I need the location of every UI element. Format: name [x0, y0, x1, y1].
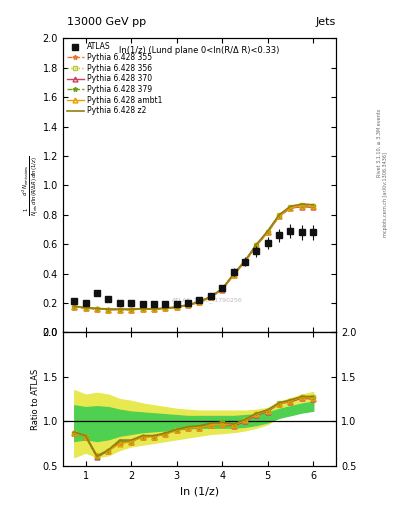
X-axis label: ln (1/z): ln (1/z) — [180, 486, 219, 496]
Legend: ATLAS, Pythia 6.428 355, Pythia 6.428 356, Pythia 6.428 370, Pythia 6.428 379, P: ATLAS, Pythia 6.428 355, Pythia 6.428 35… — [65, 40, 163, 117]
Y-axis label: $\frac{1}{N_{\mathrm{jets}}}\frac{d^2 N_{\mathrm{emissions}}}{d\ln(R/\Delta R)\,: $\frac{1}{N_{\mathrm{jets}}}\frac{d^2 N_… — [21, 155, 41, 216]
Text: Rivet 3.1.10, ≥ 3.3M events: Rivet 3.1.10, ≥ 3.3M events — [377, 109, 382, 178]
Text: ln(1/z) (Lund plane 0<ln(R/Δ R)<0.33): ln(1/z) (Lund plane 0<ln(R/Δ R)<0.33) — [119, 46, 280, 55]
Text: 13000 GeV pp: 13000 GeV pp — [67, 16, 146, 27]
Text: ATLAS_2020_I1790256: ATLAS_2020_I1790256 — [172, 297, 243, 303]
Text: mcplots.cern.ch [arXiv:1306.3436]: mcplots.cern.ch [arXiv:1306.3436] — [383, 152, 387, 237]
Y-axis label: Ratio to ATLAS: Ratio to ATLAS — [31, 369, 40, 430]
Text: Jets: Jets — [316, 16, 336, 27]
